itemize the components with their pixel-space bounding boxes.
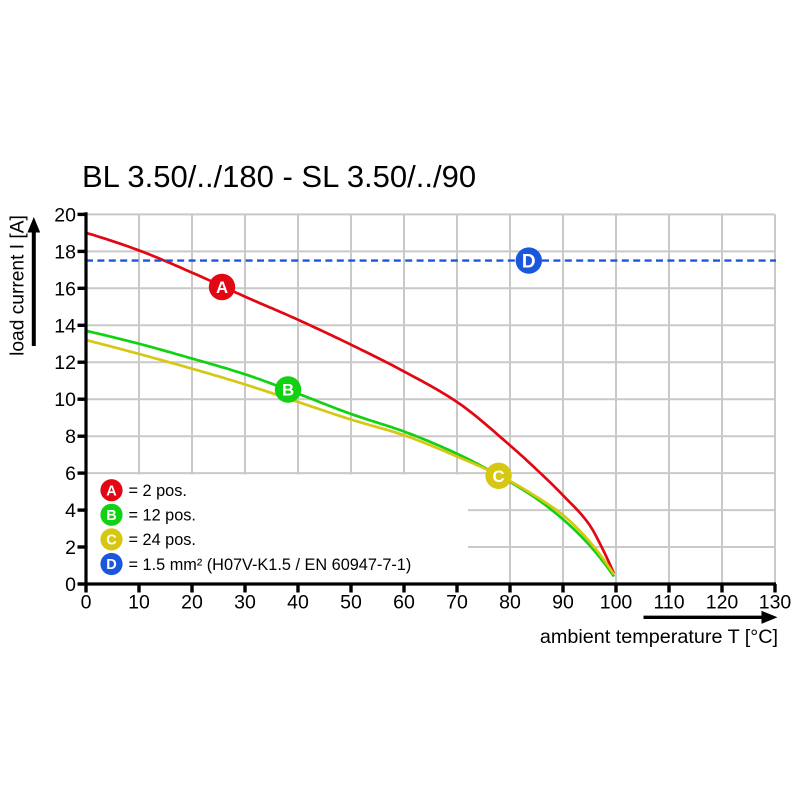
svg-text:90: 90 (552, 592, 574, 614)
svg-text:0: 0 (65, 574, 76, 596)
svg-text:130: 130 (759, 592, 792, 614)
svg-text:40: 40 (287, 592, 309, 614)
svg-text:20: 20 (181, 592, 203, 614)
svg-text:= 2 pos.: = 2 pos. (129, 482, 187, 500)
svg-text:120: 120 (706, 592, 739, 614)
svg-text:B: B (282, 381, 294, 400)
svg-text:C: C (106, 533, 117, 549)
svg-text:ambient temperature T [°C]: ambient temperature T [°C] (540, 626, 778, 648)
svg-text:6: 6 (65, 463, 76, 485)
svg-text:C: C (493, 467, 505, 486)
svg-text:50: 50 (340, 592, 362, 614)
svg-text:= 12 pos.: = 12 pos. (129, 507, 196, 525)
svg-text:10: 10 (128, 592, 150, 614)
svg-text:100: 100 (600, 592, 633, 614)
svg-text:18: 18 (54, 241, 76, 263)
svg-text:B: B (106, 508, 116, 524)
svg-text:20: 20 (54, 204, 76, 226)
svg-text:A: A (216, 278, 228, 297)
svg-text:4: 4 (65, 500, 76, 522)
svg-text:10: 10 (54, 389, 76, 411)
svg-text:D: D (106, 557, 116, 573)
svg-text:2: 2 (65, 537, 76, 559)
svg-text:110: 110 (653, 592, 684, 614)
svg-text:14: 14 (54, 315, 76, 337)
svg-text:16: 16 (54, 278, 76, 300)
svg-text:= 1.5 mm² (H07V-K1.5 / EN 6094: = 1.5 mm² (H07V-K1.5 / EN 60947-7-1) (129, 556, 412, 574)
svg-text:12: 12 (54, 352, 76, 374)
svg-text:load current I [A]: load current I [A] (8, 215, 29, 356)
svg-text:D: D (522, 251, 536, 272)
svg-text:0: 0 (81, 592, 92, 614)
svg-text:60: 60 (393, 592, 415, 614)
svg-text:8: 8 (65, 426, 76, 448)
svg-text:A: A (106, 483, 117, 499)
svg-text:BL 3.50/../180 - SL 3.50/../90: BL 3.50/../180 - SL 3.50/../90 (82, 159, 476, 194)
svg-text:70: 70 (446, 592, 468, 614)
svg-text:= 24 pos.: = 24 pos. (129, 531, 196, 549)
svg-text:80: 80 (499, 592, 521, 614)
svg-text:30: 30 (234, 592, 256, 614)
